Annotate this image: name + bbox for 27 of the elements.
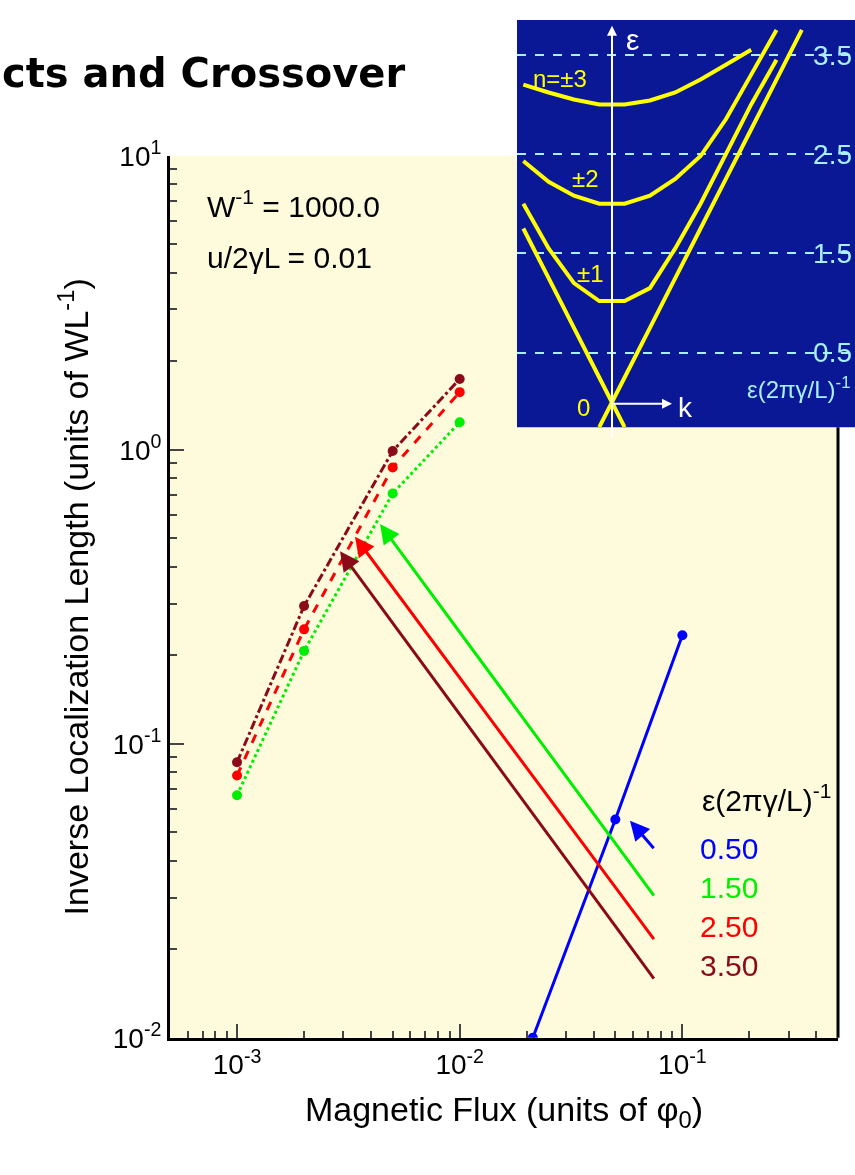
y-tick-label: 10$^{1}$ <box>119 135 162 172</box>
legend-title: ε(2πγ/L)$^{-1}$ <box>702 779 832 817</box>
annotation: W$^{-1}$ = 1000.0 <box>207 185 380 223</box>
y-tick-label: 10$^{0}$ <box>119 429 162 466</box>
series-label: n=±3 <box>533 65 587 92</box>
y-tick-label: 10$^{-2}$ <box>112 1017 162 1054</box>
y-tick-label: 0.5 <box>813 337 852 369</box>
text: 1.50 <box>700 871 759 904</box>
x-tick-label: 10$^{-3}$ <box>212 1044 262 1081</box>
series-label: ±1 <box>577 260 604 287</box>
legend-label: 0.50 <box>700 832 759 865</box>
series-label: 0 <box>577 394 591 421</box>
x-axis-title: Magnetic Flux (units of φ$_{0}$) <box>304 1089 704 1133</box>
text: 2.50 <box>700 910 759 943</box>
y-tick-label: 1.5 <box>813 238 852 270</box>
y-tick-label: 10$^{-1}$ <box>112 723 162 760</box>
x-tick-label: 10$^{-1}$ <box>658 1044 707 1081</box>
annotation: u/2γL = 0.01 <box>207 241 372 274</box>
y-axis-title: ε <box>626 23 640 56</box>
series-label: ±2 <box>572 165 599 192</box>
x-axis-title: k <box>678 392 693 423</box>
line-series <box>521 57 779 304</box>
x-tick-label: 10$^{-2}$ <box>435 1044 484 1081</box>
text: 3.50 <box>700 949 759 982</box>
chart-title: cts and Crossover <box>2 50 406 96</box>
annotation: ε(2πγ/L)$^{-1}$ <box>747 373 851 404</box>
line-series <box>521 27 779 206</box>
